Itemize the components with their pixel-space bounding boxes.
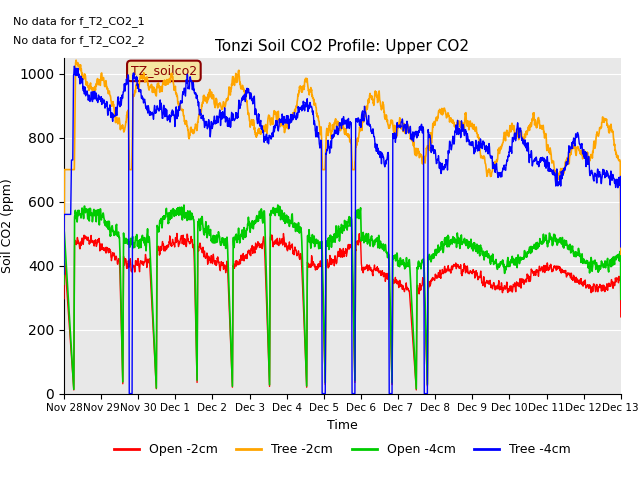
Title: Tonzi Soil CO2 Profile: Upper CO2: Tonzi Soil CO2 Profile: Upper CO2 — [216, 39, 469, 54]
Y-axis label: Soil CO2 (ppm): Soil CO2 (ppm) — [1, 178, 13, 273]
Legend: Open -2cm, Tree -2cm, Open -4cm, Tree -4cm: Open -2cm, Tree -2cm, Open -4cm, Tree -4… — [109, 438, 576, 461]
X-axis label: Time: Time — [327, 419, 358, 432]
Text: No data for f_T2_CO2_1: No data for f_T2_CO2_1 — [13, 16, 145, 27]
Text: TZ_soilco2: TZ_soilco2 — [131, 64, 197, 77]
Text: No data for f_T2_CO2_2: No data for f_T2_CO2_2 — [13, 35, 145, 46]
